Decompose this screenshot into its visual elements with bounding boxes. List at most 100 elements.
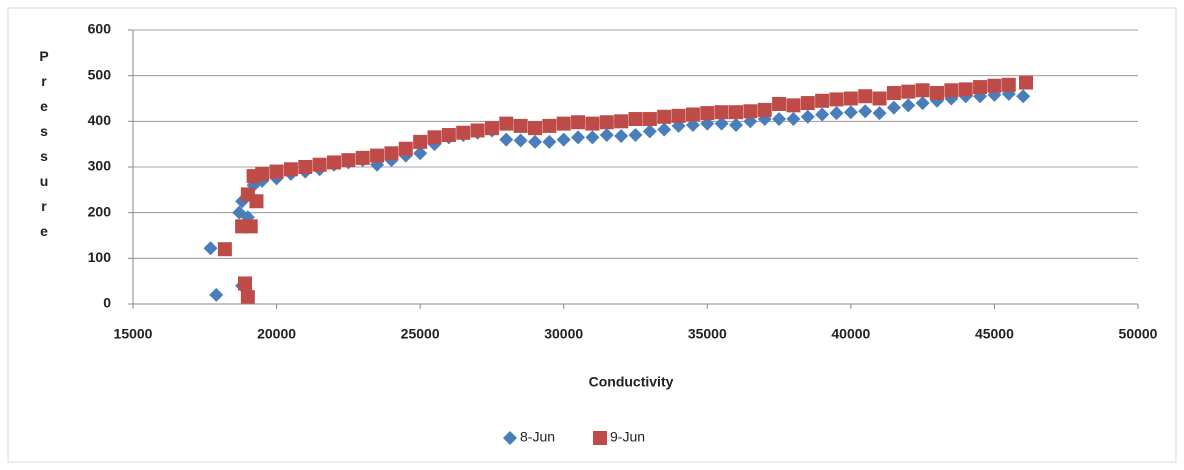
- point: [772, 96, 787, 111]
- point: [1001, 77, 1016, 92]
- point: [441, 128, 456, 143]
- point: [528, 121, 542, 136]
- point: [599, 115, 614, 130]
- point: [915, 96, 930, 111]
- point: [341, 153, 356, 168]
- point: [729, 105, 743, 120]
- point: [599, 128, 614, 143]
- point: [700, 106, 715, 121]
- point: [217, 242, 232, 257]
- legend-label: 8-Jun: [520, 429, 555, 445]
- point: [685, 117, 700, 132]
- x-tick-label: 35000: [688, 326, 727, 342]
- point: [370, 148, 385, 163]
- point: [987, 78, 1002, 93]
- point: [355, 150, 370, 165]
- point: [1019, 75, 1034, 90]
- point: [203, 241, 218, 256]
- point: [209, 287, 224, 302]
- y-tick-label: 200: [88, 203, 112, 219]
- point: [556, 132, 571, 147]
- point: [800, 96, 815, 111]
- point: [815, 93, 830, 108]
- point: [255, 166, 270, 181]
- legend-label: 9-Jun: [610, 429, 645, 445]
- y-axis-label: Pressure: [36, 48, 52, 248]
- point: [786, 98, 801, 113]
- point: [499, 132, 514, 147]
- y-tick-label: 100: [88, 249, 112, 265]
- point: [944, 83, 959, 98]
- point: [283, 162, 298, 177]
- point: [858, 104, 873, 119]
- point: [858, 89, 873, 104]
- point: [657, 122, 672, 137]
- point: [714, 116, 729, 131]
- point: [800, 109, 815, 124]
- point: [915, 83, 930, 98]
- y-tick-label: 300: [88, 158, 112, 174]
- point: [571, 130, 586, 145]
- point: [499, 116, 514, 131]
- point: [398, 141, 413, 156]
- point: [1016, 89, 1031, 104]
- point: [671, 108, 686, 123]
- point: [237, 276, 252, 291]
- point: [642, 112, 657, 127]
- point: [743, 104, 758, 119]
- point: [829, 92, 844, 107]
- point: [327, 155, 341, 170]
- x-tick-label: 40000: [831, 326, 870, 342]
- point: [872, 91, 887, 106]
- point: [843, 91, 858, 106]
- point: [513, 133, 528, 148]
- point: [729, 117, 743, 132]
- point: [872, 106, 887, 121]
- point: [312, 157, 327, 172]
- point: [470, 123, 485, 138]
- point: [843, 105, 858, 120]
- point: [685, 107, 700, 122]
- point: [614, 114, 629, 129]
- x-tick-label: 25000: [401, 326, 440, 342]
- legend-marker: [503, 431, 517, 445]
- point: [542, 134, 557, 149]
- x-tick-label: 30000: [544, 326, 583, 342]
- point: [901, 98, 916, 113]
- point: [815, 107, 830, 122]
- point: [298, 160, 313, 174]
- point: [556, 116, 571, 131]
- point: [269, 164, 284, 179]
- x-tick-label: 20000: [257, 326, 296, 342]
- point: [772, 112, 787, 127]
- point: [456, 125, 471, 140]
- point: [786, 112, 801, 127]
- point: [528, 134, 542, 149]
- point: [958, 82, 973, 97]
- chart-border: [7, 7, 1177, 463]
- point: [901, 84, 916, 99]
- point: [413, 146, 428, 161]
- point: [628, 128, 643, 143]
- point: [427, 130, 442, 145]
- point: [886, 86, 901, 101]
- point: [628, 112, 643, 127]
- point: [413, 134, 428, 149]
- y-tick-label: 500: [88, 66, 112, 82]
- y-tick-label: 600: [88, 21, 112, 37]
- x-tick-label: 45000: [975, 326, 1014, 342]
- x-axis-label: Conductivity: [589, 374, 674, 390]
- x-tick-label: 50000: [1119, 326, 1158, 342]
- y-tick-label: 0: [103, 295, 111, 311]
- point: [757, 102, 772, 117]
- point: [973, 80, 988, 95]
- y-tick-label: 400: [88, 112, 112, 128]
- legend-marker: [593, 431, 607, 445]
- point: [614, 128, 629, 143]
- point: [700, 116, 715, 131]
- point: [585, 116, 600, 131]
- point: [484, 121, 499, 136]
- point: [513, 118, 528, 133]
